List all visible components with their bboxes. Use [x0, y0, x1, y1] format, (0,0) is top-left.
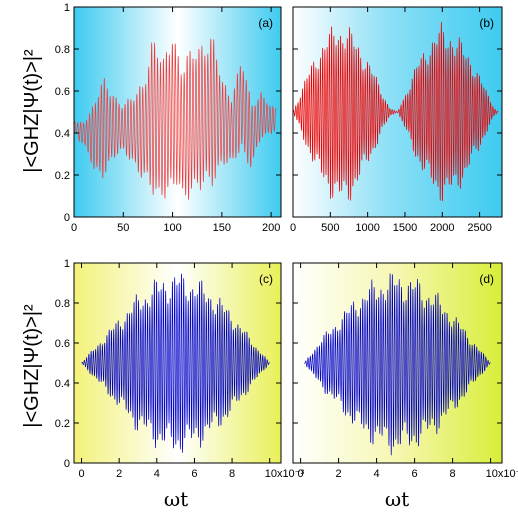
panel-a-y-tick-label: 0.8 — [55, 44, 70, 56]
panel-a-y-tick-label: 0 — [64, 212, 70, 224]
panel-c-x-tick-label: 4 — [154, 468, 160, 480]
panel-b-x-tick-label: 2500 — [467, 222, 491, 234]
y-axis-label-top: |<GHZ|Ψ(t)>|² — [21, 49, 43, 173]
panel-c-series-line — [81, 273, 270, 453]
panel-c-y-tick-label: 1 — [64, 258, 70, 270]
panel-a: 0 50 100 150 200 0 0.2 0.4 0.6 0.8 1 (a) — [55, 2, 282, 234]
panel-a-y-tick-label: 0.6 — [55, 86, 70, 98]
panel-b-frame — [292, 6, 503, 218]
panel-a-frame — [73, 6, 282, 218]
panel-c-x-tick-label: 10x10⁻³ — [265, 468, 305, 480]
panel-d-x-tick-label: 10x10⁻⁶ — [486, 468, 518, 480]
panel-c-x-tick-label: 2 — [116, 468, 122, 480]
panel-c-y-tick-label: 0.6 — [55, 338, 70, 350]
panel-c-y-tick-label: 0.4 — [55, 378, 70, 390]
panel-c: 0 2 4 6 8 10x10⁻³00.20.40.60.81(c) — [55, 258, 305, 480]
panel-c-label: (c) — [259, 272, 273, 286]
panel-b-x-tick-label: 1500 — [393, 222, 417, 234]
panel-d-x-tick-label: 2 — [336, 468, 342, 480]
panel-a-y-tick-label: 0.4 — [55, 128, 70, 140]
panel-a-x-tick-label: 100 — [163, 222, 181, 234]
panel-d-x-tick-label: 6 — [412, 468, 418, 480]
panel-a-y-tick-label: 1 — [64, 2, 70, 14]
panel-a-label: (a) — [258, 16, 273, 30]
panel-b-label: (b) — [479, 16, 494, 30]
panel-b-x-tick-label: 1000 — [355, 222, 379, 234]
panel-a-x-tick-label: 50 — [117, 222, 129, 234]
panel-c-y-tick-label: 0.2 — [55, 418, 70, 430]
panel-d-label: (d) — [479, 272, 494, 286]
panel-a-x-tick-label: 0 — [71, 222, 77, 234]
panel-a-series-line — [74, 38, 277, 200]
panel-d-series-line — [304, 273, 491, 456]
panel-c-x-tick-label: 6 — [191, 468, 197, 480]
panel-c-x-tick-label: 0 — [78, 468, 84, 480]
panel-c-y-tick-label: 0 — [64, 458, 70, 470]
panel-c-x-tick-label: 8 — [229, 468, 235, 480]
panel-b-x-tick-label: 2000 — [430, 222, 454, 234]
panel-d-x-tick-label: 8 — [450, 468, 456, 480]
x-axis-label-right: ωt — [385, 487, 409, 511]
panel-d-frame — [292, 262, 503, 464]
panel-b-x-tick-label: 500 — [321, 222, 339, 234]
panel-b-series-line — [293, 21, 499, 201]
panel-a-y-tick-label: 0.2 — [55, 170, 70, 182]
panel-a-x-tick-label: 200 — [262, 222, 280, 234]
panel-a-x-tick-label: 150 — [213, 222, 231, 234]
panel-d-x-tick-label: 0 — [298, 468, 304, 480]
panel-d-x-tick-label: 4 — [374, 468, 380, 480]
y-axis-label-bottom: |<GHZ|Ψ(t)>|² — [21, 304, 43, 428]
panel-d: 0 2 4 6 8 10x10⁻⁶ (d) — [292, 262, 518, 480]
panel-c-y-tick-label: 0.8 — [55, 298, 70, 310]
panel-b-x-tick-label: 0 — [290, 222, 296, 234]
x-axis-label-left: ωt — [164, 487, 188, 511]
panel-c-frame — [73, 262, 282, 464]
panel-b: 0 500 1000 1500 2000 2500 (b) — [290, 6, 503, 234]
